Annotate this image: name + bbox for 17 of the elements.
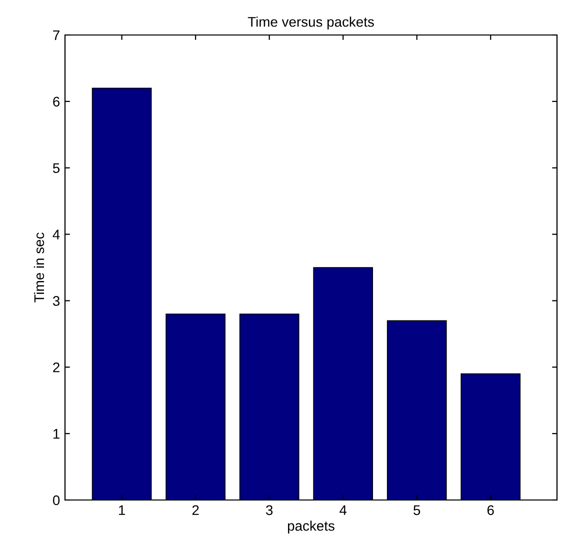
x-tick-label: 5 xyxy=(414,505,420,516)
x-tick-label: 1 xyxy=(118,505,125,515)
y-tick-label: 0 xyxy=(52,495,60,506)
x-tick-label: 2 xyxy=(192,505,199,515)
y-tick-label: 2 xyxy=(53,362,60,372)
y-tick-label: 3 xyxy=(52,296,60,306)
x-axis-title: packets xyxy=(288,520,334,534)
x-tick-label: 6 xyxy=(487,505,494,516)
x-tick-label: 3 xyxy=(266,505,273,516)
y-tick-label: 5 xyxy=(52,163,60,174)
y-tick-label: 1 xyxy=(53,429,60,439)
chart-title: Time versus packets xyxy=(248,16,374,30)
x-tick-label: 4 xyxy=(340,505,347,515)
y-tick-label: 7 xyxy=(53,30,60,40)
y-axis-title: Time in sec xyxy=(34,232,44,302)
y-tick-label: 4 xyxy=(52,230,60,240)
y-tick-label: 6 xyxy=(53,96,60,107)
